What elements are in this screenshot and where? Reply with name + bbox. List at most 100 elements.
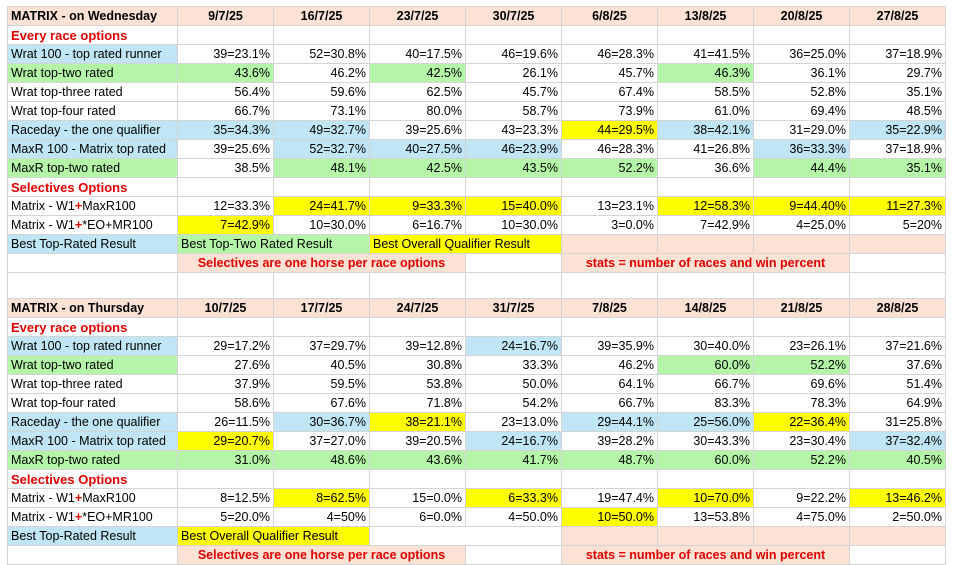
row-label[interactable]: Matrix - W1+*EO+MR100: [7, 507, 178, 527]
row-label[interactable]: Matrix - W1+MaxR100: [7, 488, 178, 508]
date-header[interactable]: 21/8/25: [753, 298, 850, 318]
value-cell[interactable]: 38=42.1%: [657, 120, 754, 140]
empty-cell[interactable]: [657, 25, 754, 45]
empty-cell[interactable]: [753, 526, 850, 546]
value-cell[interactable]: 39=25.6%: [369, 120, 466, 140]
value-cell[interactable]: 46.2%: [273, 63, 370, 83]
date-header[interactable]: 7/8/25: [561, 298, 658, 318]
empty-cell[interactable]: [657, 317, 754, 337]
value-cell[interactable]: 12=58.3%: [657, 196, 754, 216]
date-header[interactable]: 31/7/25: [465, 298, 562, 318]
empty-cell[interactable]: [369, 317, 466, 337]
empty-cell[interactable]: [177, 469, 274, 489]
empty-cell[interactable]: [657, 234, 754, 254]
value-cell[interactable]: 45.7%: [465, 82, 562, 102]
value-cell[interactable]: 53.8%: [369, 374, 466, 394]
empty-cell[interactable]: [177, 177, 274, 197]
value-cell[interactable]: 46.3%: [657, 63, 754, 83]
empty-cell[interactable]: [369, 526, 562, 546]
value-cell[interactable]: 19=47.4%: [561, 488, 658, 508]
value-cell[interactable]: 50.0%: [465, 374, 562, 394]
value-cell[interactable]: 29.7%: [849, 63, 946, 83]
date-header[interactable]: 10/7/25: [177, 298, 274, 318]
value-cell[interactable]: 39=20.5%: [369, 431, 466, 451]
value-cell[interactable]: 48.5%: [849, 101, 946, 121]
value-cell[interactable]: 37.9%: [177, 374, 274, 394]
value-cell[interactable]: 37=18.9%: [849, 139, 946, 159]
value-cell[interactable]: 58.7%: [465, 101, 562, 121]
value-cell[interactable]: 42.5%: [369, 63, 466, 83]
date-header[interactable]: 23/7/25: [369, 6, 466, 26]
value-cell[interactable]: 39=28.2%: [561, 431, 658, 451]
empty-cell[interactable]: [369, 272, 466, 299]
empty-cell[interactable]: [753, 317, 850, 337]
value-cell[interactable]: 67.4%: [561, 82, 658, 102]
value-cell[interactable]: 36=25.0%: [753, 44, 850, 64]
row-label[interactable]: Wrat top-four rated: [7, 393, 178, 413]
row-label[interactable]: Matrix - W1+MaxR100: [7, 196, 178, 216]
value-cell[interactable]: 60.0%: [657, 355, 754, 375]
value-cell[interactable]: 37=27.0%: [273, 431, 370, 451]
empty-cell[interactable]: [753, 469, 850, 489]
value-cell[interactable]: 39=23.1%: [177, 44, 274, 64]
selectives-label[interactable]: Selectives Options: [7, 177, 178, 197]
value-cell[interactable]: 30=36.7%: [273, 412, 370, 432]
value-cell[interactable]: 46=23.9%: [465, 139, 562, 159]
legend-item[interactable]: Best Overall Qualifier Result: [177, 526, 370, 546]
value-cell[interactable]: 43.6%: [369, 450, 466, 470]
value-cell[interactable]: 40=27.5%: [369, 139, 466, 159]
value-cell[interactable]: 22=36.4%: [753, 412, 850, 432]
value-cell[interactable]: 11=27.3%: [849, 196, 946, 216]
value-cell[interactable]: 26=11.5%: [177, 412, 274, 432]
value-cell[interactable]: 46=19.6%: [465, 44, 562, 64]
value-cell[interactable]: 31.0%: [177, 450, 274, 470]
value-cell[interactable]: 33.3%: [465, 355, 562, 375]
value-cell[interactable]: 40=17.5%: [369, 44, 466, 64]
legend-item[interactable]: Best Top-Rated Result: [7, 526, 178, 546]
row-label[interactable]: Wrat 100 - top rated runner: [7, 336, 178, 356]
date-header[interactable]: 9/7/25: [177, 6, 274, 26]
empty-cell[interactable]: [273, 25, 370, 45]
date-header[interactable]: 30/7/25: [465, 6, 562, 26]
value-cell[interactable]: 61.0%: [657, 101, 754, 121]
value-cell[interactable]: 9=33.3%: [369, 196, 466, 216]
value-cell[interactable]: 45.7%: [561, 63, 658, 83]
every-race-label[interactable]: Every race options: [7, 317, 178, 337]
empty-cell[interactable]: [561, 177, 658, 197]
value-cell[interactable]: 10=50.0%: [561, 507, 658, 527]
value-cell[interactable]: 48.7%: [561, 450, 658, 470]
value-cell[interactable]: 12=33.3%: [177, 196, 274, 216]
value-cell[interactable]: 23=26.1%: [753, 336, 850, 356]
value-cell[interactable]: 39=25.6%: [177, 139, 274, 159]
value-cell[interactable]: 43=23.3%: [465, 120, 562, 140]
value-cell[interactable]: 59.6%: [273, 82, 370, 102]
empty-cell[interactable]: [465, 545, 562, 565]
empty-cell[interactable]: [369, 25, 466, 45]
note-selectives[interactable]: Selectives are one horse per race option…: [177, 545, 466, 565]
value-cell[interactable]: 26.1%: [465, 63, 562, 83]
value-cell[interactable]: 37.6%: [849, 355, 946, 375]
value-cell[interactable]: 71.8%: [369, 393, 466, 413]
empty-cell[interactable]: [369, 469, 466, 489]
value-cell[interactable]: 80.0%: [369, 101, 466, 121]
value-cell[interactable]: 23=13.0%: [465, 412, 562, 432]
value-cell[interactable]: 44.4%: [753, 158, 850, 178]
value-cell[interactable]: 6=33.3%: [465, 488, 562, 508]
value-cell[interactable]: 73.9%: [561, 101, 658, 121]
value-cell[interactable]: 37=29.7%: [273, 336, 370, 356]
value-cell[interactable]: 48.6%: [273, 450, 370, 470]
empty-cell[interactable]: [465, 177, 562, 197]
value-cell[interactable]: 78.3%: [753, 393, 850, 413]
note-selectives[interactable]: Selectives are one horse per race option…: [177, 253, 466, 273]
value-cell[interactable]: 64.1%: [561, 374, 658, 394]
value-cell[interactable]: 56.4%: [177, 82, 274, 102]
value-cell[interactable]: 52=30.8%: [273, 44, 370, 64]
value-cell[interactable]: 13=53.8%: [657, 507, 754, 527]
value-cell[interactable]: 43.6%: [177, 63, 274, 83]
empty-cell[interactable]: [753, 25, 850, 45]
section-title[interactable]: MATRIX - on Thursday: [7, 298, 178, 318]
value-cell[interactable]: 41=41.5%: [657, 44, 754, 64]
empty-cell[interactable]: [561, 526, 658, 546]
value-cell[interactable]: 58.6%: [177, 393, 274, 413]
empty-cell[interactable]: [7, 272, 178, 299]
